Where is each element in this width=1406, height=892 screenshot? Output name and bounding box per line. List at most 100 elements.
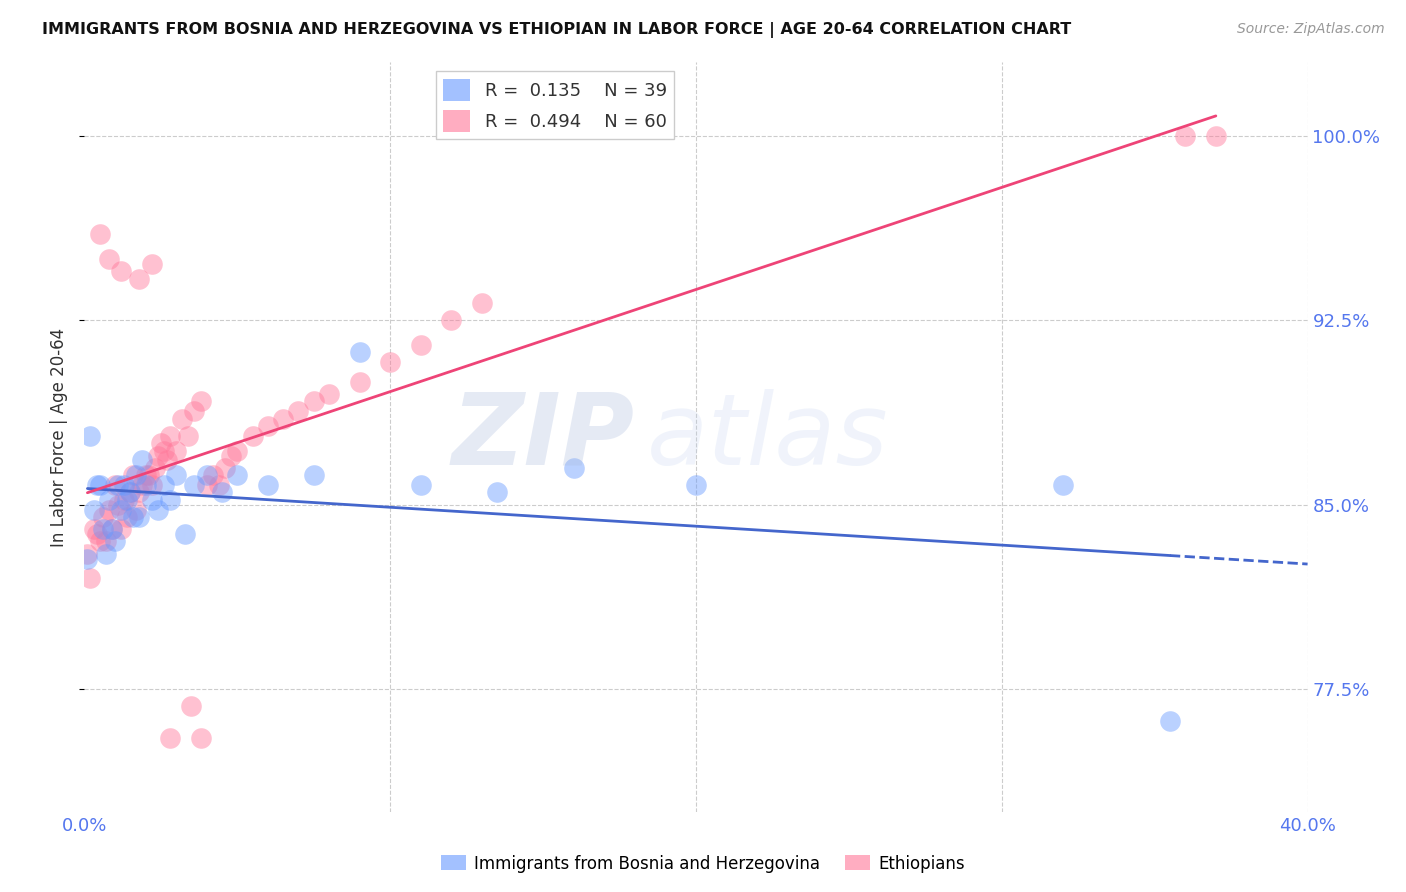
Point: [110, 522, 132, 536]
Point: [91, 522, 114, 536]
Point: [143, 460, 166, 475]
Point: [208, 478, 231, 492]
Point: [271, 411, 294, 425]
Point: [128, 485, 150, 500]
Point: [128, 271, 150, 285]
Point: [146, 449, 169, 463]
Point: [195, 478, 218, 492]
Point: [380, 355, 402, 369]
Point: [242, 429, 264, 443]
Point: [120, 485, 142, 500]
Text: IMMIGRANTS FROM BOSNIA AND HERZEGOVINA VS ETHIOPIAN IN LABOR FORCE | AGE 20-64 C: IMMIGRANTS FROM BOSNIA AND HERZEGOVINA V…: [42, 22, 1071, 38]
Point: [97, 502, 120, 516]
Point: [138, 468, 160, 483]
Point: [180, 699, 202, 714]
Point: [349, 345, 371, 359]
Point: [141, 478, 163, 492]
Point: [86, 478, 108, 492]
Point: [86, 527, 108, 541]
Point: [89, 227, 111, 242]
Point: [94, 547, 117, 561]
Point: [1052, 478, 1074, 492]
Point: [195, 468, 218, 483]
Point: [685, 478, 707, 492]
Point: [79, 571, 101, 585]
Point: [159, 731, 181, 745]
Point: [122, 468, 145, 483]
Point: [149, 436, 172, 450]
Point: [183, 404, 205, 418]
Point: [174, 527, 197, 541]
Point: [1205, 129, 1227, 144]
Point: [89, 534, 111, 549]
Point: [302, 394, 325, 409]
Point: [257, 419, 280, 434]
Point: [115, 510, 138, 524]
Point: [107, 478, 129, 492]
Point: [409, 338, 432, 352]
Point: [201, 468, 224, 483]
Point: [135, 468, 157, 483]
Point: [91, 510, 114, 524]
Point: [101, 522, 124, 536]
Point: [76, 547, 98, 561]
Point: [128, 510, 150, 524]
Point: [219, 449, 242, 463]
Point: [141, 492, 163, 507]
Point: [226, 443, 249, 458]
Point: [94, 534, 117, 549]
Point: [146, 502, 169, 516]
Point: [83, 502, 105, 516]
Legend: R =  0.135    N = 39, R =  0.494    N = 60: R = 0.135 N = 39, R = 0.494 N = 60: [436, 71, 673, 139]
Point: [1174, 129, 1197, 144]
Point: [159, 429, 181, 443]
Point: [141, 257, 163, 271]
Point: [153, 478, 176, 492]
Point: [156, 453, 179, 467]
Point: [190, 394, 212, 409]
Point: [172, 411, 194, 425]
Point: [165, 443, 187, 458]
Point: [153, 443, 176, 458]
Point: [287, 404, 309, 418]
Point: [1159, 714, 1181, 728]
Point: [165, 468, 187, 483]
Point: [115, 492, 138, 507]
Text: Source: ZipAtlas.com: Source: ZipAtlas.com: [1237, 22, 1385, 37]
Y-axis label: In Labor Force | Age 20-64: In Labor Force | Age 20-64: [51, 327, 69, 547]
Point: [211, 485, 233, 500]
Point: [120, 485, 142, 500]
Point: [318, 387, 340, 401]
Point: [257, 478, 280, 492]
Legend: Immigrants from Bosnia and Herzegovina, Ethiopians: Immigrants from Bosnia and Herzegovina, …: [434, 848, 972, 880]
Point: [107, 498, 129, 512]
Point: [125, 502, 148, 516]
Point: [440, 313, 463, 327]
Point: [83, 522, 105, 536]
Text: ZIP: ZIP: [451, 389, 636, 485]
Point: [110, 502, 132, 516]
Text: atlas: atlas: [647, 389, 889, 485]
Point: [177, 429, 200, 443]
Point: [183, 478, 205, 492]
Point: [131, 478, 153, 492]
Point: [214, 460, 236, 475]
Point: [97, 252, 120, 266]
Point: [112, 492, 135, 507]
Point: [76, 551, 98, 566]
Point: [409, 478, 432, 492]
Point: [125, 468, 148, 483]
Point: [110, 264, 132, 278]
Point: [131, 453, 153, 467]
Point: [159, 492, 181, 507]
Point: [97, 492, 120, 507]
Point: [471, 296, 494, 310]
Point: [226, 468, 249, 483]
Point: [190, 731, 212, 745]
Point: [349, 375, 371, 389]
Point: [122, 510, 145, 524]
Point: [486, 485, 509, 500]
Point: [112, 478, 135, 492]
Point: [101, 522, 124, 536]
Point: [104, 478, 127, 492]
